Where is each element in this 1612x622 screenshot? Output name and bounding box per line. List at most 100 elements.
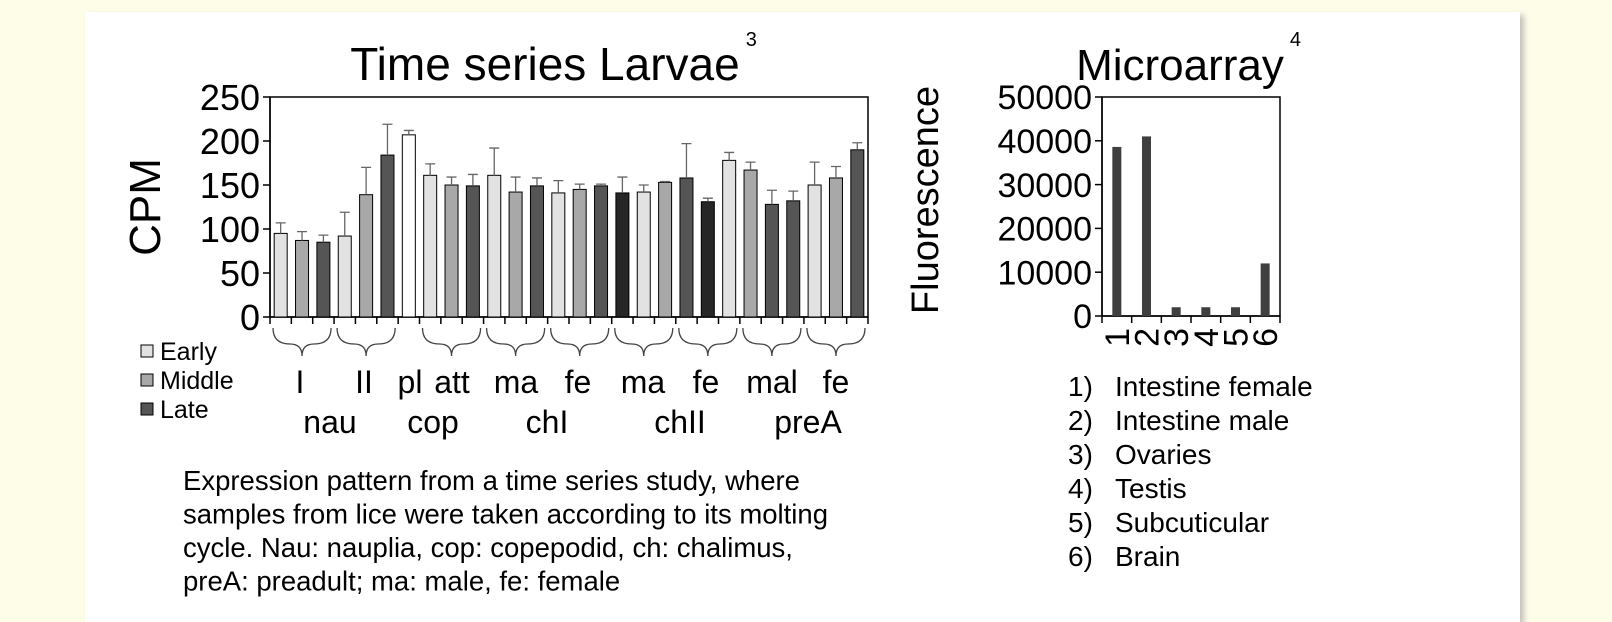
error-bar [660,180,671,183]
stage-label: chII [654,404,706,440]
group-label: pl [398,364,423,400]
group-label: ma [494,364,539,400]
brace [614,327,674,357]
x-tick-label: 3 [1158,328,1196,347]
bar [444,184,459,318]
brace [549,327,610,357]
x-tick-label: 5 [1218,328,1256,347]
bar [1231,307,1240,316]
bar [615,192,630,318]
y-tick-label: 40000 [997,123,1092,161]
bar [1260,263,1270,316]
error-bar [745,161,756,171]
bar [1112,146,1122,316]
error-bar [531,177,542,186]
legend-label: Middle [160,367,234,395]
error-bar [638,184,649,193]
tissue-number: 6) [1068,541,1093,572]
y-tick-label: 10000 [997,254,1092,292]
tissue-number: 4) [1068,473,1093,504]
y-axis-label: Fluorescence [905,86,947,314]
y-tick-label: 20000 [997,211,1092,249]
bar [423,174,438,318]
y-tick-label: 50 [220,253,260,294]
tissue-label: Testis [1115,473,1187,504]
error-bar [681,142,692,178]
caption-line: samples from lice were taken according t… [183,499,828,530]
group-label: II [355,364,373,400]
y-tick-label: 50000 [997,79,1092,117]
bar [337,235,352,318]
brace [678,327,738,357]
group-label: fe [693,364,720,400]
bar [828,177,843,318]
error-bar [318,234,329,243]
tissue-label: Ovaries [1115,439,1211,470]
error-bar [467,173,478,186]
chart-title: Microarray [1076,41,1284,90]
bar [316,241,331,318]
error-bar [788,190,799,201]
tissue-number: 5) [1068,507,1093,538]
x-tick-label: 1 [1099,328,1137,347]
bar [551,192,566,318]
legend-swatch [140,373,154,387]
y-tick-label: 0 [240,297,260,338]
bar [487,174,502,318]
legend-label: Early [160,338,217,366]
chart-title: Time series Larvae [350,38,739,90]
legend-swatch [140,402,154,416]
title-note: 4 [1290,29,1301,51]
tissue-number: 1) [1068,371,1093,402]
error-bar [596,183,607,186]
error-bar [766,189,777,205]
stage-label: preA [774,404,842,440]
brace [485,327,546,357]
x-tick-label: 6 [1247,328,1285,347]
y-tick-label: 30000 [997,167,1092,205]
caption-line: cycle. Nau: nauplia, cop: copepodid, ch:… [183,532,793,563]
group-label: fe [565,364,592,400]
group-label: I [296,364,305,400]
error-bar [339,211,350,237]
bar [529,185,544,318]
brace [336,327,396,357]
error-bar [809,161,820,185]
tissue-number: 2) [1068,405,1093,436]
group-label: att [434,364,470,400]
bar [465,185,480,318]
bar [594,185,609,318]
bar [722,159,737,318]
legend-swatch [140,344,154,358]
bar [508,191,523,318]
bar [786,200,801,318]
bar [764,203,779,318]
tissue-label: Brain [1115,541,1180,572]
group-label: mal [746,364,798,400]
group-label: fe [823,364,850,400]
x-tick-label: 4 [1188,328,1226,347]
bar [295,239,310,318]
y-tick-label: 100 [200,209,260,250]
bar [743,169,758,318]
y-tick-label: 200 [200,121,260,162]
bar [380,154,395,318]
caption-line: Expression pattern from a time series st… [183,465,800,496]
error-bar [361,166,372,195]
error-bar [275,222,286,234]
brace [272,327,332,357]
bar [679,177,694,318]
y-tick-label: 150 [200,165,260,206]
error-bar [852,142,863,150]
error-bar [553,179,564,193]
bar [658,181,673,318]
y-axis-label: CPM [121,158,170,256]
group-label: ma [621,364,666,400]
x-tick-label: 2 [1129,328,1167,347]
tissue-label: Subcuticular [1115,507,1269,538]
bar [636,191,651,318]
error-bar [574,183,585,190]
tissue-label: Intestine female [1115,371,1313,402]
